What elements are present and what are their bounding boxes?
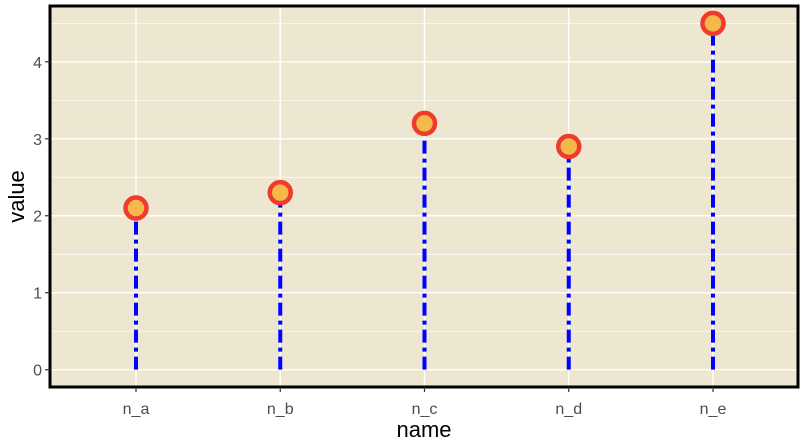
- y-tick-label: 2: [33, 209, 42, 226]
- x-tick-label: n_a: [123, 401, 150, 418]
- lollipop-point: [267, 179, 293, 206]
- lollipop-stems: [134, 23, 715, 370]
- y-tick-label: 3: [33, 132, 42, 149]
- lollipop-point: [123, 195, 149, 221]
- lollipop-point: [700, 10, 726, 37]
- lollipop-points: [123, 10, 726, 221]
- y-axis-ticks: 0 1 2 3 4: [33, 55, 50, 380]
- x-axis-ticks: n_a n_b n_c n_d n_e: [123, 387, 727, 418]
- lollipop-point: [411, 110, 438, 137]
- y-tick-label: 0: [33, 363, 42, 380]
- lollipop-point: [556, 133, 582, 160]
- x-tick-label: n_e: [700, 401, 727, 418]
- x-tick-label: n_c: [412, 401, 438, 418]
- x-tick-label: n_b: [267, 401, 294, 418]
- x-axis-title: name: [396, 417, 451, 441]
- y-tick-label: 1: [33, 286, 42, 303]
- y-tick-label: 4: [33, 55, 42, 72]
- y-axis-title: value: [4, 170, 29, 223]
- x-tick-label: n_d: [555, 401, 582, 418]
